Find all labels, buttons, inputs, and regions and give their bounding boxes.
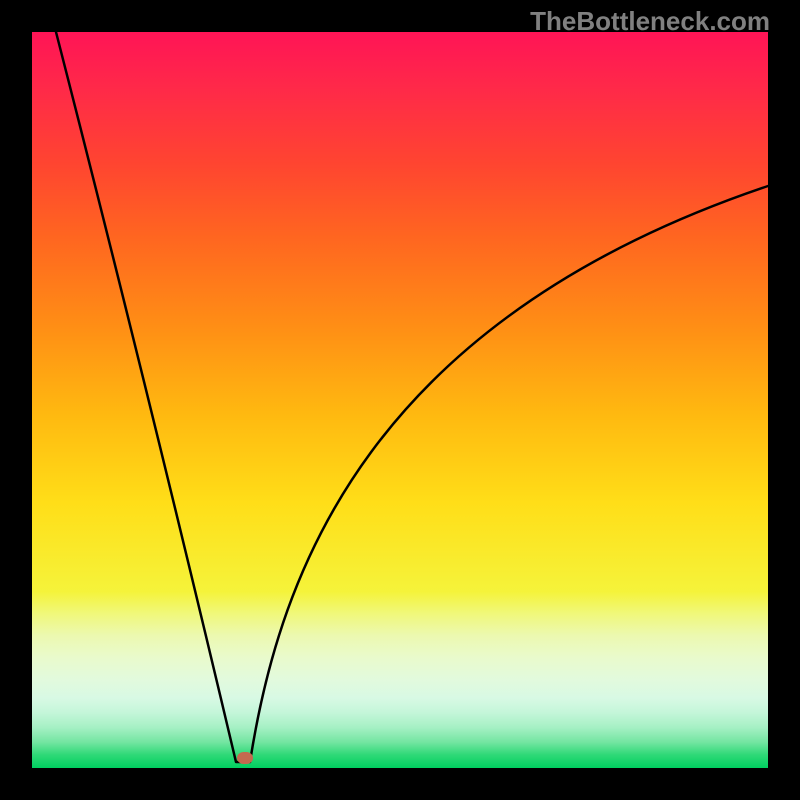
valley-marker (237, 752, 253, 764)
watermark-text: TheBottleneck.com (530, 6, 770, 37)
gradient-plot-area (32, 32, 768, 768)
